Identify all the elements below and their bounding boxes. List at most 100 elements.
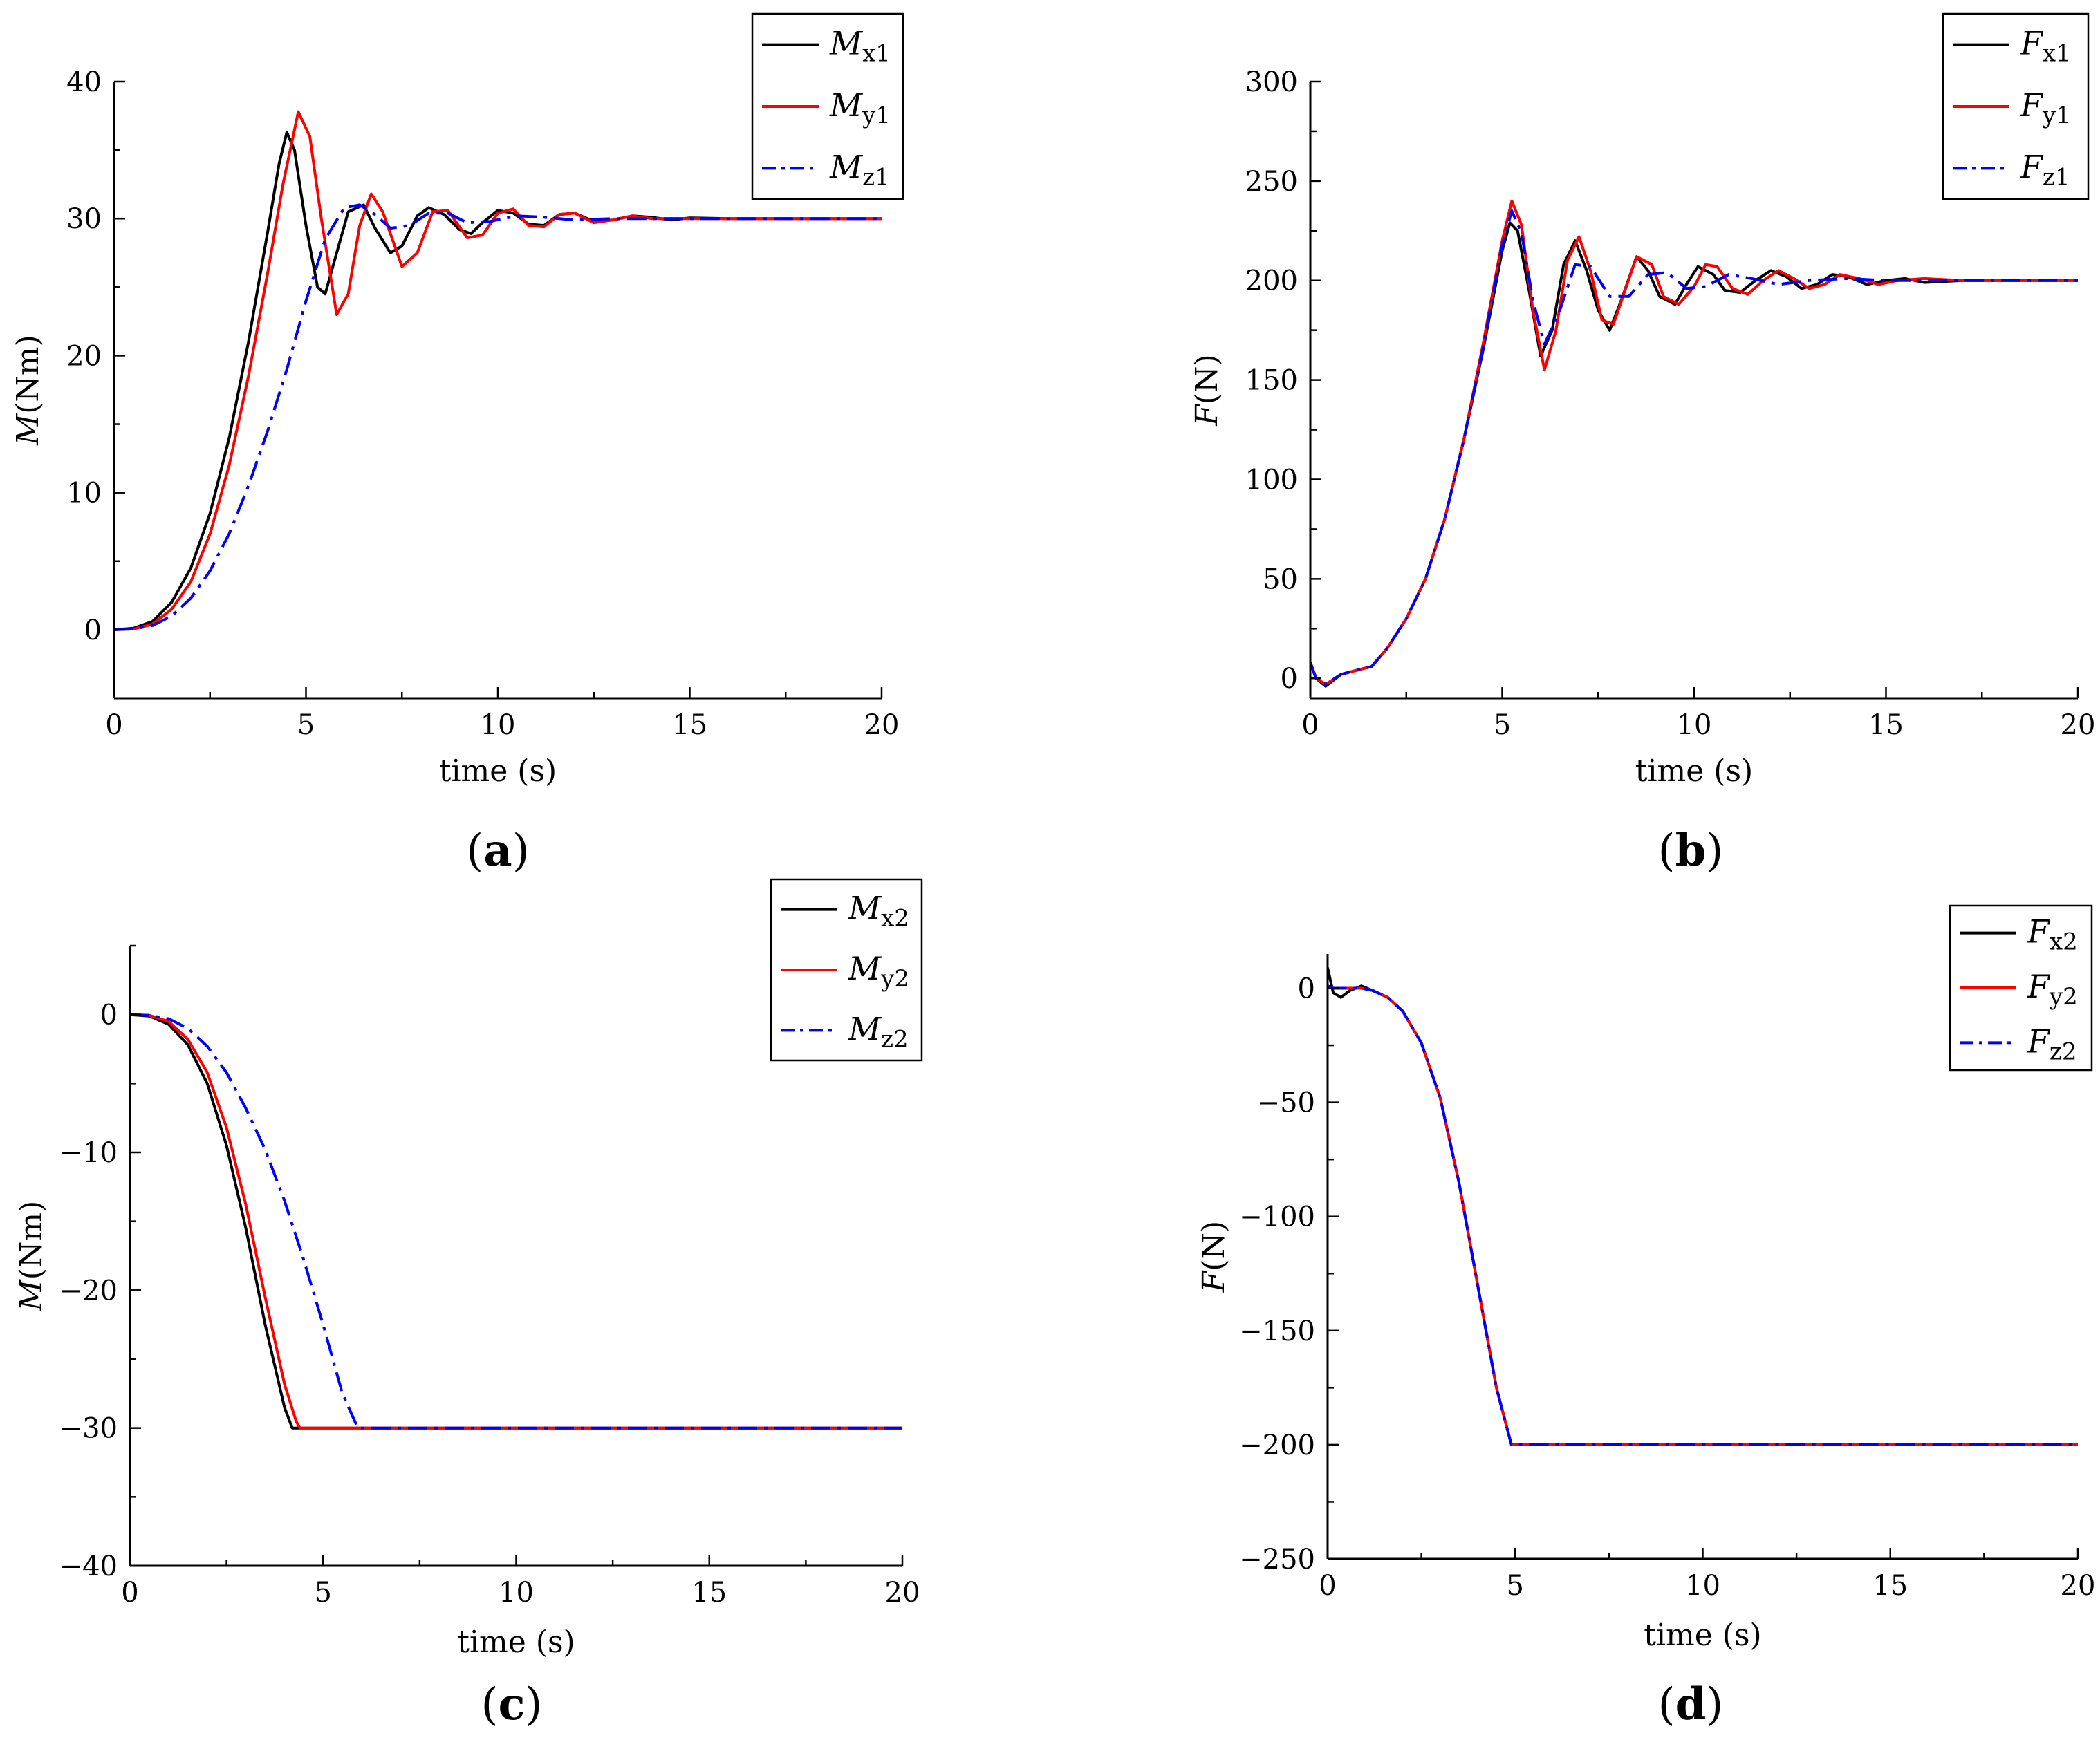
x-tick-label: 10 xyxy=(481,709,516,741)
legend-label-y2: My2 xyxy=(848,950,909,993)
y-tick-label: 40 xyxy=(66,66,102,98)
x-axis-title: time (s) xyxy=(1635,754,1753,789)
y-tick-label: 0 xyxy=(1281,663,1298,695)
panel-label-close: ) xyxy=(512,825,530,877)
y-tick-label: 0 xyxy=(1298,973,1315,1005)
x-tick-label: 0 xyxy=(1301,709,1319,741)
panel-label: (c) xyxy=(481,1678,543,1730)
y-tick-label: −100 xyxy=(1239,1201,1315,1233)
legend-label-y1: My1 xyxy=(829,86,891,129)
legend-label-var: M xyxy=(829,86,864,124)
legend-label-var: M xyxy=(848,890,882,927)
x-tick-label: 20 xyxy=(885,1577,920,1609)
y-tick-label: 200 xyxy=(1245,265,1298,297)
series-m-x2 xyxy=(130,1013,902,1430)
x-tick-label: 0 xyxy=(121,1577,138,1609)
panel-label-close: ) xyxy=(1706,825,1723,877)
legend-label-sub: x1 xyxy=(2043,40,2071,68)
x-axis-title: time (s) xyxy=(439,754,557,789)
y-tick-label: −50 xyxy=(1257,1087,1315,1119)
y-tick-label: −30 xyxy=(59,1413,118,1445)
panel-label: (a) xyxy=(466,825,529,877)
legend-label-var: F xyxy=(2027,1022,2051,1060)
y-axis-title-var: F xyxy=(1196,1270,1232,1293)
legend-label-sub: x2 xyxy=(2050,928,2078,956)
legend-label-var: F xyxy=(2020,148,2044,185)
y-tick-label: 30 xyxy=(66,203,102,235)
legend-label-sub: x1 xyxy=(862,40,891,68)
y-axis-title-var: M xyxy=(10,413,46,446)
panel-label-open: ( xyxy=(481,1679,499,1730)
legend-label-sub: z1 xyxy=(862,163,890,191)
y-tick-label: −250 xyxy=(1239,1544,1315,1575)
legend-label-x2: Mx2 xyxy=(848,890,909,933)
legend-label-var: M xyxy=(848,950,882,987)
x-tick-label: 10 xyxy=(1677,709,1712,741)
panel-label-open: ( xyxy=(1658,1679,1675,1730)
legend-label-sub: y2 xyxy=(880,965,909,993)
legend-label-y1: Fy1 xyxy=(2020,86,2071,129)
series-m-y2 xyxy=(130,1013,902,1430)
y-axis-title-unit: (N) xyxy=(1196,1221,1232,1271)
panel-label-open: ( xyxy=(466,825,483,877)
x-tick-label: 0 xyxy=(105,709,122,741)
panel-label-close: ) xyxy=(525,1679,542,1730)
x-tick-label: 20 xyxy=(2061,1570,2096,1602)
legend-label-var: F xyxy=(2027,913,2051,951)
x-tick-label: 5 xyxy=(297,709,315,741)
y-tick-label: 300 xyxy=(1245,66,1298,98)
x-tick-label: 15 xyxy=(1873,1570,1908,1602)
y-tick-label: −200 xyxy=(1239,1430,1315,1461)
legend-label-sub: x2 xyxy=(881,905,909,933)
series-f-y1 xyxy=(1310,199,2078,686)
series-f-z1 xyxy=(1310,209,2078,686)
y-axis-title-unit: (Nm) xyxy=(14,1201,49,1280)
legend-label-z1: Fz1 xyxy=(2020,148,2070,191)
legend-label-z2: Mz2 xyxy=(848,1010,909,1053)
series-m-z2 xyxy=(130,1013,902,1430)
legend: Mx1 My1 Mz1 xyxy=(751,12,904,200)
x-tick-label: 5 xyxy=(315,1577,332,1609)
y-tick-label: 150 xyxy=(1245,365,1298,397)
panel-label-close: ) xyxy=(1706,1679,1723,1730)
x-tick-label: 0 xyxy=(1319,1570,1336,1602)
legend-label-sub: y1 xyxy=(862,102,891,129)
y-tick-label: −40 xyxy=(59,1551,118,1582)
legend-label-sub: z1 xyxy=(2043,163,2070,191)
y-axis-title-var: F xyxy=(1189,404,1225,427)
x-tick-label: 10 xyxy=(499,1577,534,1609)
x-tick-label: 15 xyxy=(1868,709,1904,741)
panel-label-open: ( xyxy=(1658,825,1675,877)
x-tick-label: 15 xyxy=(691,1577,727,1609)
legend-label-var: M xyxy=(848,1010,882,1047)
y-tick-label: 0 xyxy=(100,1000,118,1031)
y-tick-label: 0 xyxy=(84,615,102,646)
panel-label-letter: a xyxy=(483,825,512,877)
legend-label-z2: Fz2 xyxy=(2027,1022,2076,1065)
legend-label-x1: Fx1 xyxy=(2020,25,2071,68)
legend-label-sub: y2 xyxy=(2049,983,2078,1011)
y-axis-title: M(Nm) xyxy=(14,1201,49,1312)
series-m-z1 xyxy=(114,203,882,631)
y-axis-title-unit: (N) xyxy=(1189,354,1225,404)
x-axis-title: time (s) xyxy=(1644,1618,1761,1653)
x-axis-title: time (s) xyxy=(457,1625,575,1660)
legend-label-var: F xyxy=(2020,86,2044,124)
x-tick-label: 15 xyxy=(672,709,707,741)
series-f-z2 xyxy=(1328,984,2078,1446)
legend-label-z1: Mz1 xyxy=(829,148,890,191)
panel-label-letter: c xyxy=(499,1678,526,1730)
legend-label-var: F xyxy=(2027,968,2051,1005)
legend-label-x2: Fx2 xyxy=(2027,913,2078,956)
panel-label: (b) xyxy=(1658,825,1724,877)
y-tick-label: 100 xyxy=(1245,464,1298,496)
legend-label-sub: y1 xyxy=(2042,102,2071,129)
x-tick-label: 5 xyxy=(1507,1570,1524,1602)
